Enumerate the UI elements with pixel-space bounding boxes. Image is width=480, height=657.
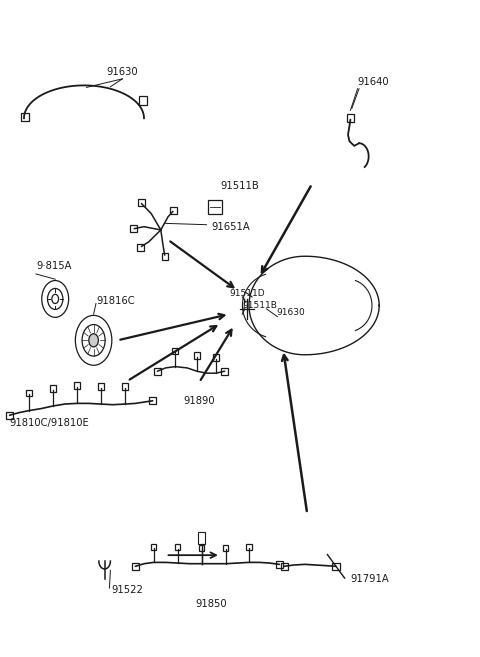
Bar	[170, 207, 177, 214]
Text: 91640: 91640	[358, 77, 389, 87]
Bar	[149, 397, 156, 404]
Text: 91630: 91630	[276, 307, 305, 317]
Bar	[132, 562, 139, 570]
Bar	[6, 411, 13, 419]
Text: 91511D: 91511D	[229, 289, 265, 298]
Bar	[221, 368, 228, 374]
Text: 9·815A: 9·815A	[36, 261, 72, 271]
Text: 91850: 91850	[195, 599, 227, 609]
Text: 91630: 91630	[107, 67, 138, 77]
Bar	[122, 383, 128, 390]
Bar	[50, 385, 56, 392]
Circle shape	[89, 334, 98, 347]
Bar	[26, 390, 32, 396]
Bar	[162, 253, 168, 260]
Bar	[175, 544, 180, 551]
Text: 91816C: 91816C	[96, 296, 134, 306]
Bar	[276, 561, 283, 568]
Bar	[347, 114, 354, 122]
Text: 91791A: 91791A	[350, 574, 389, 585]
Bar	[198, 532, 205, 544]
Text: 91511B: 91511B	[242, 301, 277, 310]
Bar	[151, 544, 156, 549]
Bar	[332, 562, 339, 570]
Bar	[208, 200, 222, 214]
Bar	[223, 545, 228, 551]
Bar	[139, 96, 147, 104]
Bar	[73, 382, 80, 389]
Bar	[98, 383, 104, 390]
Text: 91511B: 91511B	[221, 181, 260, 191]
Text: 91651A: 91651A	[211, 221, 250, 232]
Text: 91810C/91810E: 91810C/91810E	[10, 419, 89, 428]
Text: 91890: 91890	[183, 396, 215, 405]
Bar	[213, 354, 219, 361]
Text: 91522: 91522	[111, 585, 143, 595]
Bar	[130, 225, 137, 232]
Bar	[280, 562, 288, 570]
Bar	[138, 199, 145, 206]
Bar	[199, 545, 204, 551]
Bar	[154, 368, 161, 374]
Bar	[21, 113, 29, 121]
Circle shape	[52, 294, 59, 304]
Bar	[246, 544, 252, 549]
Bar	[137, 244, 144, 251]
Bar	[172, 348, 179, 354]
Bar	[193, 352, 200, 359]
